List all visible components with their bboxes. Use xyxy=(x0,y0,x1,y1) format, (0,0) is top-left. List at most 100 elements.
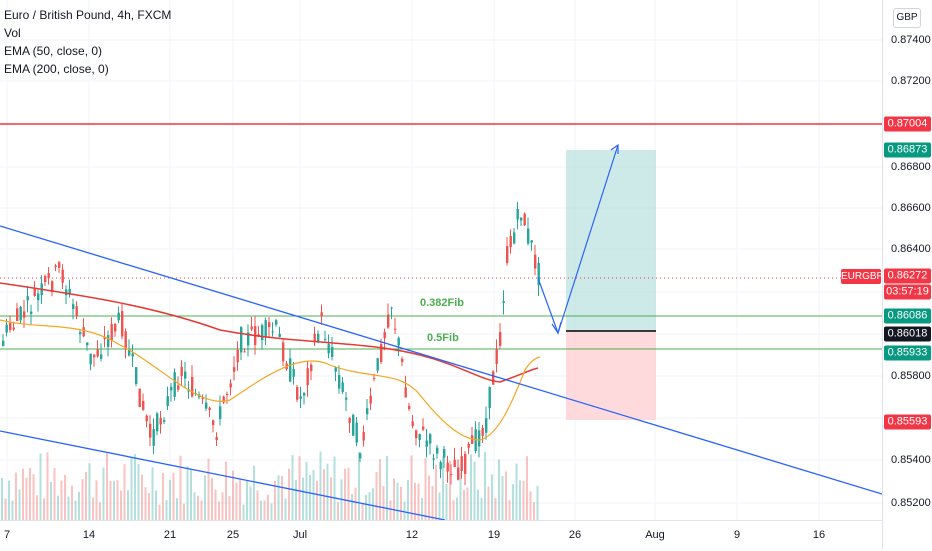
ema50-line xyxy=(0,319,541,441)
volume-bar xyxy=(67,496,70,520)
candle xyxy=(75,306,78,317)
volume-bar xyxy=(403,501,406,520)
candle xyxy=(401,358,404,363)
legend-ema50[interactable]: EMA (50, close, 0) xyxy=(4,44,103,58)
volume-bar xyxy=(46,452,49,520)
candle xyxy=(348,417,351,423)
price-axis[interactable]: GBP 0.87400 0.87200 0.86800 0.86600 0.86… xyxy=(882,0,932,550)
volume-bar xyxy=(113,480,115,520)
volume-bar xyxy=(249,486,252,520)
fib-0382-label: 0.382Fib xyxy=(420,297,465,309)
candle xyxy=(390,307,393,309)
chart-canvas[interactable] xyxy=(0,0,882,520)
candle xyxy=(135,367,138,385)
legend-ema200[interactable]: EMA (200, close, 0) xyxy=(4,62,109,76)
time-tick: 16 xyxy=(812,529,826,541)
candle xyxy=(19,306,22,321)
candle xyxy=(338,375,341,389)
candle xyxy=(453,459,456,467)
volume-bar xyxy=(484,452,486,520)
volume-bar xyxy=(302,477,304,520)
volume-bar xyxy=(445,483,448,520)
volume-bar xyxy=(158,504,161,520)
last-price-tag: 0.86272 xyxy=(884,268,931,284)
volume-bar xyxy=(102,467,105,520)
currency-button[interactable]: GBP xyxy=(893,8,921,28)
volume-bar xyxy=(246,480,248,520)
volume-bar xyxy=(11,500,14,520)
volume-bar xyxy=(389,500,392,520)
volume-bar xyxy=(459,472,462,520)
candle xyxy=(373,378,376,380)
candle xyxy=(446,462,449,472)
volume-bar xyxy=(442,456,444,520)
price-tick: 0.85200 xyxy=(891,497,931,509)
volume-bar xyxy=(414,482,416,520)
candle xyxy=(240,327,243,353)
volume-bar xyxy=(183,503,185,520)
candle xyxy=(313,333,316,342)
candle xyxy=(5,324,8,333)
volume-bar xyxy=(330,477,332,520)
fib-05-label: 0.5Fib xyxy=(427,332,459,344)
candle xyxy=(212,420,215,426)
candle xyxy=(257,334,260,336)
candle xyxy=(527,228,530,244)
volume-bar xyxy=(431,486,434,520)
volume-bar xyxy=(508,500,511,520)
volume-bar xyxy=(162,472,164,520)
volume-bar xyxy=(466,487,469,520)
volume-bar xyxy=(522,480,525,520)
projection-arrow-up xyxy=(610,143,619,154)
ema200-line xyxy=(0,282,539,383)
price-tick: 0.86400 xyxy=(891,243,931,255)
time-tick: Aug xyxy=(645,529,665,541)
time-axis[interactable]: 7 14 21 25 Jul 12 19 26 Aug 9 16 xyxy=(0,520,882,551)
volume-bar xyxy=(263,500,266,520)
volume-bar xyxy=(169,479,171,520)
candle xyxy=(292,368,295,377)
volume-bar xyxy=(193,492,196,520)
volume-bar xyxy=(291,455,294,520)
candle xyxy=(107,335,110,347)
volume-bar xyxy=(256,490,259,520)
candle xyxy=(58,262,61,268)
candle xyxy=(303,393,306,396)
candle xyxy=(149,423,152,438)
candle xyxy=(467,443,470,448)
volume-bar xyxy=(470,454,472,520)
lower-green-price-tag: 0.85933 xyxy=(884,345,931,361)
candle xyxy=(502,301,505,304)
volume-bar xyxy=(106,452,108,520)
candle xyxy=(394,328,397,330)
candle xyxy=(320,312,323,317)
volume-bar xyxy=(536,485,539,520)
price-chart[interactable]: Euro / British Pound, 4h, FXCM Vol EMA (… xyxy=(0,0,882,520)
candle xyxy=(23,311,26,318)
legend-vol[interactable]: Vol xyxy=(4,26,21,40)
volume-bar xyxy=(298,456,301,520)
volume-bar xyxy=(375,472,378,520)
volume-bar xyxy=(81,479,84,520)
volume-bar xyxy=(64,474,66,520)
volume-bar xyxy=(60,480,63,520)
candle xyxy=(54,265,57,268)
candle xyxy=(229,383,232,388)
candle xyxy=(408,405,411,410)
volume-bar xyxy=(165,500,168,520)
candle xyxy=(159,417,162,425)
candle xyxy=(152,429,155,446)
candle xyxy=(268,322,271,328)
candle xyxy=(201,397,204,399)
volume-bar xyxy=(127,490,129,520)
candle xyxy=(12,327,15,330)
volume-bar xyxy=(71,485,73,520)
volume-bar xyxy=(88,463,91,520)
volume-bar xyxy=(428,475,430,520)
volume-bar xyxy=(347,467,350,520)
volume-bar xyxy=(498,459,500,520)
volume-bar xyxy=(218,501,220,520)
candle xyxy=(317,333,320,342)
candle xyxy=(44,276,47,283)
legend-title[interactable]: Euro / British Pound, 4h, FXCM xyxy=(4,8,172,22)
